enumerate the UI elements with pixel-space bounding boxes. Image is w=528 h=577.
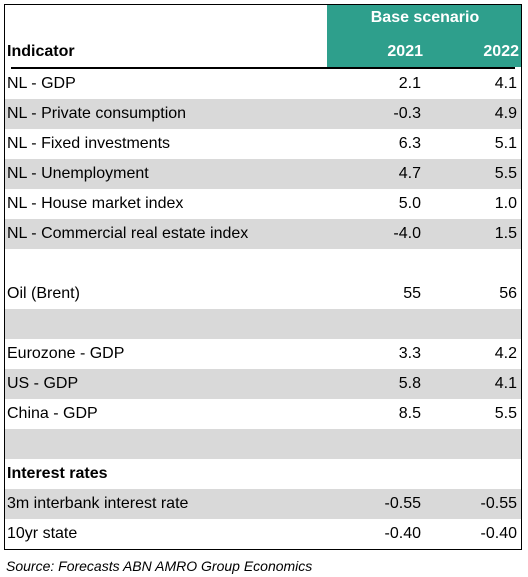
table-row: NL - Private consumption -0.3 4.9 [5, 99, 521, 129]
value-2021: -4.0 [393, 225, 421, 242]
table-row: NL - Unemployment 4.7 5.5 [5, 159, 521, 189]
value-2021: 8.5 [398, 405, 421, 422]
value-2021: -0.40 [384, 525, 421, 542]
value-2022: 4.2 [494, 345, 517, 362]
table-row: Oil (Brent) 55 56 [5, 279, 521, 309]
value-2021: 5.0 [398, 195, 421, 212]
value-2022: -0.40 [480, 525, 517, 542]
table-row: US - GDP 5.8 4.1 [5, 369, 521, 399]
value-2022: 5.5 [494, 405, 517, 422]
row-label: NL - Commercial real estate index [7, 225, 249, 242]
source-note: Source: Forecasts ABN AMRO Group Economi… [6, 558, 313, 574]
row-label: Eurozone - GDP [7, 345, 125, 362]
table-row-spacer [5, 249, 521, 279]
row-label: NL - Fixed investments [7, 135, 171, 152]
value-2021: 5.8 [398, 375, 421, 392]
table-row: NL - Fixed investments 6.3 5.1 [5, 129, 521, 159]
table-row: 10yr state -0.40 -0.40 [5, 519, 521, 549]
value-2022: 5.1 [494, 135, 517, 152]
value-2022: 4.1 [494, 375, 517, 392]
table-row: NL - Commercial real estate index -4.0 1… [5, 219, 521, 249]
row-label: Interest rates [7, 465, 108, 482]
value-2021: 55 [403, 285, 421, 302]
table-row: 3m interbank interest rate -0.55 -0.55 [5, 489, 521, 519]
value-2021: 6.3 [398, 135, 421, 152]
value-2022: 56 [499, 285, 517, 302]
year-header-2021: 2021 [387, 43, 423, 60]
value-2022: 4.9 [494, 105, 517, 122]
table-row: NL - GDP 2.1 4.1 [5, 69, 521, 99]
row-label: US - GDP [7, 375, 79, 392]
value-2022: 1.5 [494, 225, 517, 242]
row-label: NL - House market index [7, 195, 184, 212]
value-2022: 1.0 [494, 195, 517, 212]
table-row: NL - House market index 5.0 1.0 [5, 189, 521, 219]
value-2021: -0.55 [384, 495, 421, 512]
row-label: NL - Private consumption [7, 105, 187, 122]
year-header-2022: 2022 [483, 43, 519, 60]
row-label: NL - GDP [7, 75, 76, 92]
value-2021: 3.3 [398, 345, 421, 362]
section-title-interest-rates: Interest rates [5, 459, 521, 489]
forecast-table: Base scenario Indicator 2021 2022 NL - G… [4, 4, 522, 550]
table-row-spacer [5, 429, 521, 459]
value-2021: 4.7 [398, 165, 421, 182]
value-2021: 2.1 [398, 75, 421, 92]
value-2022: -0.55 [480, 495, 517, 512]
row-label: Oil (Brent) [7, 285, 80, 302]
table-row: China - GDP 8.5 5.5 [5, 399, 521, 429]
row-label: 3m interbank interest rate [7, 495, 189, 512]
value-2021: -0.3 [393, 105, 421, 122]
scenario-title: Base scenario [370, 9, 480, 26]
table-header: Base scenario Indicator 2021 2022 [5, 5, 521, 67]
table-row: Eurozone - GDP 3.3 4.2 [5, 339, 521, 369]
value-2022: 4.1 [494, 75, 517, 92]
header-divider [11, 67, 515, 69]
table-row-spacer [5, 309, 521, 339]
row-label: China - GDP [7, 405, 98, 422]
row-label: NL - Unemployment [7, 165, 149, 182]
value-2022: 5.5 [494, 165, 517, 182]
indicator-header: Indicator [7, 43, 75, 60]
row-label: 10yr state [7, 525, 78, 542]
scenario-header-block [327, 5, 521, 67]
